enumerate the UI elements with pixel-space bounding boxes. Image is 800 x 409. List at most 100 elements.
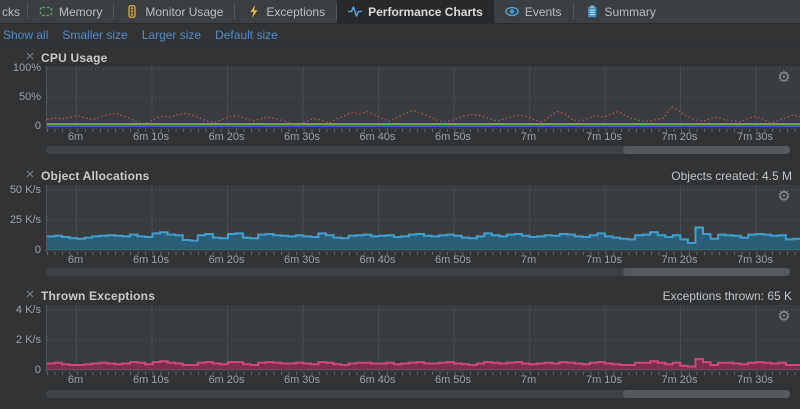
tab-label: Summary — [604, 4, 656, 19]
y-axis-label: 2 K/s — [15, 334, 41, 346]
x-axis-label: 6m 20s — [208, 131, 245, 143]
x-axis-label: 7m 10s — [585, 254, 623, 266]
chart-scrollbar[interactable] — [46, 390, 790, 398]
panel-title: Object Allocations — [41, 169, 150, 183]
y-axis-label: 100% — [12, 62, 41, 74]
x-axis-label: 7m 30s — [736, 131, 774, 143]
tab-label: Exceptions — [266, 4, 326, 19]
default-size-link[interactable]: Default size — [215, 28, 278, 42]
performance-charts-icon — [348, 5, 363, 18]
x-axis-label: 6m 20s — [208, 254, 245, 266]
thrown-exceptions-panel: Thrown Exceptions Exceptions thrown: 65 … — [0, 288, 800, 398]
object-allocations-chart — [47, 185, 800, 252]
chart-size-toolbar: Show all Smaller size Larger size Defaul… — [0, 24, 800, 47]
tab-performance-charts[interactable]: Performance Charts — [337, 0, 494, 23]
panel-title: CPU Usage — [41, 51, 108, 65]
tab-label: Events — [524, 4, 562, 19]
object-allocations-rate-edge — [47, 226, 800, 244]
tab-label: Memory — [59, 4, 103, 19]
exceptions-icon — [246, 5, 260, 18]
show-all-link[interactable]: Show all — [3, 28, 49, 42]
object-allocations-panel: Object Allocations Objects created: 4.5 … — [0, 168, 800, 278]
cpu-usage-panel: CPU Usage 100% 50% 0 6m 6m 10s 6m 20s 6m 30… — [0, 50, 800, 156]
x-axis-label: 6m 50s — [434, 374, 472, 386]
x-axis-label: 6m — [67, 254, 84, 266]
x-axis-label: 7m 20s — [661, 374, 698, 386]
cpu-usage-plot — [46, 66, 800, 129]
tab-separator — [572, 4, 574, 19]
panel-header: Thrown Exceptions Exceptions thrown: 65 … — [0, 288, 800, 304]
x-axis-label: 7m 10s — [585, 374, 623, 386]
x-axis-label: 7m 30s — [736, 254, 774, 266]
x-axis-label: 7m — [520, 131, 537, 143]
monitor-usage-icon — [125, 5, 139, 18]
x-axis-label: 6m 40s — [359, 374, 396, 386]
memory-icon — [39, 5, 53, 18]
larger-size-link[interactable]: Larger size — [141, 28, 202, 42]
x-axis-label: 6m 40s — [359, 131, 396, 143]
tab-separator — [234, 4, 236, 19]
thrown-exceptions-plot — [46, 305, 800, 372]
x-axis-ticks — [47, 372, 800, 375]
tab-monitor-usage[interactable]: Monitor Usage — [114, 0, 234, 23]
summary-icon — [585, 5, 599, 18]
gear-icon[interactable] — [776, 70, 792, 86]
tab-separator — [27, 4, 28, 19]
tab-callstacks[interactable]: cks — [0, 0, 27, 23]
x-axis-label: 6m 30s — [283, 254, 321, 266]
x-axis-ticks — [47, 129, 800, 132]
y-axis-label: 0 — [34, 120, 41, 132]
x-axis-label: 6m 20s — [208, 374, 245, 386]
x-axis-label: 6m — [67, 131, 84, 143]
x-axis-label: 7m 20s — [661, 131, 698, 143]
x-axis-labels: 6m 6m 10s 6m 20s 6m 30s 6m 40s 6m 50s 7m 7m 10s… — [46, 374, 800, 388]
object-allocations-plot — [46, 185, 800, 252]
panel-title: Thrown Exceptions — [41, 289, 156, 303]
y-axis-label: 50% — [18, 91, 41, 103]
thrown-exceptions-rate-edge — [47, 358, 800, 368]
tab-summary[interactable]: Summary — [574, 0, 667, 23]
x-axis-label: 7m — [520, 254, 537, 266]
y-axis-label: 50 K/s — [9, 184, 41, 196]
exceptions-thrown-stat: Exceptions thrown: 65 K — [662, 289, 792, 303]
tab-memory[interactable]: Memory — [28, 0, 113, 23]
x-axis-label: 7m 30s — [736, 374, 774, 386]
gear-icon[interactable] — [776, 309, 792, 325]
close-icon[interactable] — [23, 168, 37, 182]
object-allocations-rate-area — [47, 227, 800, 250]
y-axis-label: 25 K/s — [9, 214, 41, 226]
profiler-tab-bar: cks Memory Monitor Usage Exceptions Perf… — [0, 0, 800, 24]
x-axis-label: 6m 50s — [434, 131, 472, 143]
tab-exceptions[interactable]: Exceptions — [235, 0, 336, 23]
smaller-size-link[interactable]: Smaller size — [62, 28, 128, 42]
chart-scrollbar[interactable] — [46, 146, 790, 154]
scrollbar-thumb[interactable] — [622, 146, 790, 154]
events-icon — [505, 5, 519, 18]
x-axis-ticks — [47, 252, 800, 255]
scrollbar-thumb[interactable] — [622, 390, 790, 398]
cpu-usage-red-dotted — [47, 105, 800, 125]
x-axis-label: 6m — [67, 374, 84, 386]
tab-label: Performance Charts — [368, 4, 483, 19]
x-axis-label: 6m 10s — [132, 374, 170, 386]
scrollbar-thumb[interactable] — [622, 268, 790, 276]
cpu-usage-chart — [47, 66, 800, 129]
thrown-exceptions-chart — [47, 305, 800, 372]
gear-icon[interactable] — [776, 189, 792, 205]
x-axis-labels: 6m 6m 10s 6m 20s 6m 30s 6m 40s 6m 50s 7m 7m 10s… — [46, 254, 800, 268]
chart-scrollbar[interactable] — [46, 268, 790, 276]
close-icon[interactable] — [23, 288, 37, 302]
tab-label: cks — [2, 4, 20, 19]
x-axis-labels: 6m 6m 10s 6m 20s 6m 30s 6m 40s 6m 50s 7m 7m 10s… — [46, 131, 800, 145]
y-axis-label: 4 K/s — [15, 304, 41, 316]
tab-separator — [113, 4, 115, 19]
objects-created-stat: Objects created: 4.5 M — [671, 169, 792, 183]
x-axis-label: 6m 10s — [132, 254, 170, 266]
x-axis-label: 6m 30s — [283, 131, 321, 143]
tab-events[interactable]: Events — [494, 0, 573, 23]
panel-header: CPU Usage — [0, 50, 800, 66]
x-axis-label: 7m — [520, 374, 537, 386]
x-axis-label: 6m 10s — [132, 131, 170, 143]
x-axis-label: 6m 40s — [359, 254, 396, 266]
x-axis-label: 7m 20s — [661, 254, 698, 266]
